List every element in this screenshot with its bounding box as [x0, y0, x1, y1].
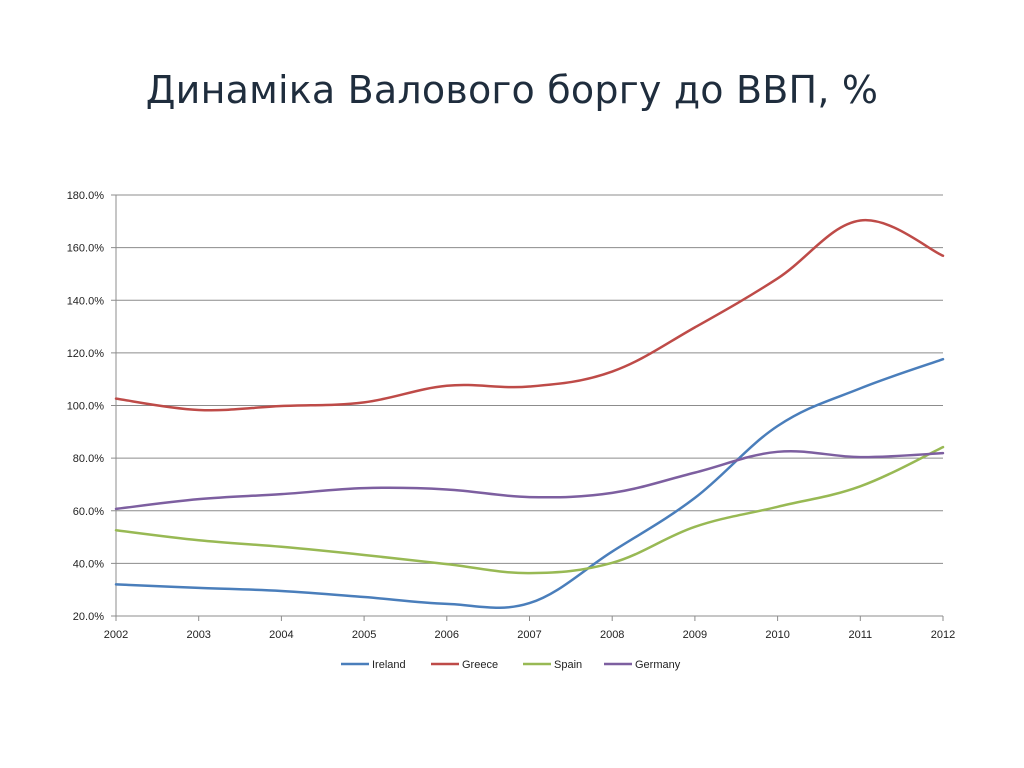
- legend-label-ireland: Ireland: [372, 659, 406, 671]
- legend-label-spain: Spain: [554, 659, 582, 671]
- y-tick-label: 40.0%: [73, 558, 104, 570]
- legend-label-greece: Greece: [462, 659, 498, 671]
- x-tick-label: 2004: [269, 629, 293, 641]
- x-tick-label: 2005: [352, 629, 376, 641]
- x-axis-tick-labels: 2002 2003 2004 2005 2006 2007 2008 2009 2010 2011…: [104, 629, 955, 641]
- y-tick-label: 120.0%: [67, 348, 105, 360]
- legend-label-germany: Germany: [635, 659, 681, 671]
- series-lines: [114, 219, 945, 610]
- x-tick-label: 2007: [517, 629, 541, 641]
- y-tick-label: 140.0%: [67, 295, 105, 307]
- x-tick-label: 2009: [683, 629, 707, 641]
- x-tick-label: 2003: [186, 629, 210, 641]
- x-tick-label: 2012: [931, 629, 955, 641]
- y-tick-label: 180.0%: [67, 190, 105, 202]
- slide-title: Динаміка Валового боргу до ВВП, %: [145, 68, 879, 112]
- y-axis-tick-labels: 20.0% 40.0% 60.0% 80.0% 100.0% 120.0% 140.0% 16…: [67, 190, 105, 623]
- x-tick-label: 2008: [600, 629, 624, 641]
- axes: [115, 195, 944, 621]
- y-tick-label: 60.0%: [73, 506, 104, 518]
- series-line-ireland: [114, 357, 945, 610]
- x-tick-label: 2006: [435, 629, 459, 641]
- legend: Ireland Greece Spain Germany: [341, 659, 681, 671]
- y-tick-label: 100.0%: [67, 401, 105, 413]
- series-line-germany: [114, 450, 945, 511]
- x-tick-label: 2011: [848, 629, 872, 641]
- y-tick-label: 20.0%: [73, 611, 104, 623]
- x-tick-label: 2010: [765, 629, 789, 641]
- x-tick-label: 2002: [104, 629, 128, 641]
- y-tick-label: 80.0%: [73, 453, 104, 465]
- series-line-greece: [114, 219, 945, 412]
- y-tick-label: 160.0%: [67, 243, 105, 255]
- series-line-spain: [114, 445, 945, 575]
